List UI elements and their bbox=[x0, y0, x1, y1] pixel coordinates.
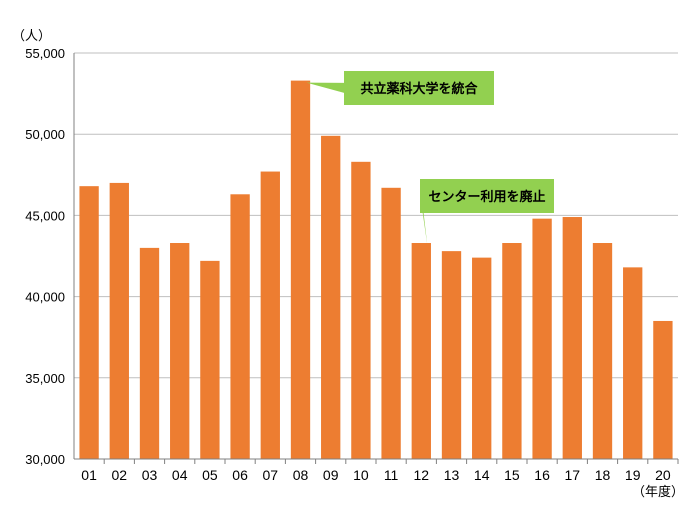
x-tick-label-17: 17 bbox=[565, 467, 581, 483]
y-tick-label-35000: 35,000 bbox=[25, 371, 65, 386]
x-tick-label-04: 04 bbox=[172, 467, 188, 483]
bar-03 bbox=[139, 247, 160, 459]
bar-16 bbox=[532, 218, 552, 459]
y-tick-label-55000: 55,000 bbox=[25, 46, 65, 61]
x-tick-label-09: 09 bbox=[323, 467, 339, 483]
bar-layer bbox=[79, 80, 673, 460]
y-tick-label-40000: 40,000 bbox=[25, 290, 65, 305]
x-tick-label-06: 06 bbox=[232, 467, 248, 483]
bar-06 bbox=[230, 194, 250, 459]
y-tick-label-30000: 30,000 bbox=[25, 452, 65, 467]
x-tick-label-16: 16 bbox=[534, 467, 550, 483]
bar-08 bbox=[290, 80, 311, 459]
callout-box-08 bbox=[344, 71, 494, 105]
bar-13 bbox=[441, 251, 462, 459]
x-tick-label-03: 03 bbox=[142, 467, 158, 483]
x-tick-label-11: 11 bbox=[384, 467, 399, 483]
bar-07 bbox=[260, 171, 280, 459]
x-tick-label-18: 18 bbox=[595, 467, 611, 483]
x-tick-label-20: 20 bbox=[655, 467, 671, 483]
y-tick-label-45000: 45,000 bbox=[25, 208, 65, 223]
bar-02 bbox=[109, 182, 129, 460]
bar-09 bbox=[321, 135, 341, 459]
x-tick-label-13: 13 bbox=[444, 467, 460, 483]
callout-text-12: センター利用を廃止 bbox=[428, 189, 545, 205]
bar-05 bbox=[200, 260, 220, 459]
x-tick-label-05: 05 bbox=[202, 467, 218, 483]
bar-20 bbox=[653, 320, 673, 459]
y-tick-label-50000: 50,000 bbox=[25, 127, 65, 142]
x-tick-label-01: 01 bbox=[81, 467, 97, 483]
callout-pointer-12 bbox=[421, 190, 428, 246]
callout-pointer-08 bbox=[306, 82, 345, 94]
callout-text-08: 共立薬科大学を統合 bbox=[360, 81, 478, 97]
bar-11 bbox=[381, 187, 401, 460]
x-tick-label-08: 08 bbox=[293, 467, 309, 483]
bar-12 bbox=[411, 243, 431, 459]
bar-18 bbox=[592, 243, 613, 459]
label-layer: 30,000 35,000 40,000 45,000 50,000 55,000 01 02… bbox=[25, 46, 671, 483]
x-tick-label-10: 10 bbox=[353, 467, 369, 483]
bar-15 bbox=[502, 243, 522, 459]
bar-01 bbox=[79, 186, 99, 459]
bar-19 bbox=[623, 267, 643, 459]
x-tick-label-15: 15 bbox=[504, 467, 520, 483]
y-axis-unit-label: （人） bbox=[12, 29, 51, 44]
bar-17 bbox=[562, 217, 582, 459]
x-tick-label-12: 12 bbox=[414, 467, 430, 483]
bar-14 bbox=[472, 257, 492, 459]
axis-layer bbox=[73, 53, 679, 464]
x-tick-label-19: 19 bbox=[625, 467, 641, 483]
x-tick-label-02: 02 bbox=[112, 467, 128, 483]
callout-box-12 bbox=[420, 179, 554, 213]
x-axis-unit-label: （年度） bbox=[632, 484, 684, 500]
bar-04 bbox=[170, 243, 190, 459]
x-tick-label-14: 14 bbox=[474, 467, 490, 483]
x-tick-label-07: 07 bbox=[263, 467, 279, 483]
bar-10 bbox=[351, 161, 371, 460]
